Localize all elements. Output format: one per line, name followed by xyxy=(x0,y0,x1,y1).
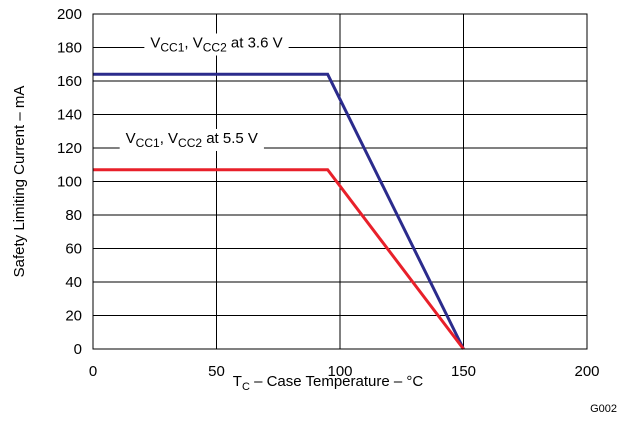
series-line-2 xyxy=(93,168,465,350)
y-tick-label: 160 xyxy=(57,73,82,90)
y-tick-labels: 0 20 40 60 80 100 120 140 160 180 200 xyxy=(57,6,82,358)
y-tick-label: 80 xyxy=(65,207,82,224)
series-lines xyxy=(93,72,465,350)
x-tick-label: 200 xyxy=(574,363,599,380)
annotations: VCC1, VCC2 at 3.6 V VCC1, VCC2 at 5.5 V xyxy=(119,33,289,151)
x-axis-label-sub: C xyxy=(242,381,250,393)
annotation-1: VCC1, VCC2 at 3.6 V xyxy=(150,35,282,55)
y-tick-label: 180 xyxy=(57,40,82,57)
y-tick-label: 0 xyxy=(74,341,82,358)
x-axis-label-main: T xyxy=(233,373,242,390)
x-axis-label: TC – Case Temperature – °C xyxy=(233,373,424,393)
x-axis-label-rest: – Case Temperature – °C xyxy=(250,373,423,390)
annotation-background xyxy=(119,128,264,151)
x-tick-label: 50 xyxy=(208,363,225,380)
series-line-1 xyxy=(93,72,465,350)
y-tick-label: 40 xyxy=(65,274,82,291)
y-tick-label: 100 xyxy=(57,174,82,191)
y-tick-label: 20 xyxy=(65,308,82,325)
x-tick-label: 100 xyxy=(327,363,352,380)
y-axis-label: Safety Limiting Current – mA xyxy=(11,86,28,278)
figure-id: G002 xyxy=(590,403,617,415)
y-tick-label: 200 xyxy=(57,6,82,23)
annotation-background xyxy=(144,33,289,56)
y-tick-label: 60 xyxy=(65,241,82,258)
plot-frame xyxy=(92,13,588,350)
x-tick-labels: 0 50 100 150 200 xyxy=(89,363,600,380)
annotation-2: VCC1, VCC2 at 5.5 V xyxy=(126,130,258,150)
y-tick-label: 140 xyxy=(57,107,82,124)
x-tick-label: 0 xyxy=(89,363,97,380)
x-tick-label: 150 xyxy=(451,363,476,380)
grid xyxy=(92,13,588,350)
y-tick-label: 120 xyxy=(57,140,82,157)
